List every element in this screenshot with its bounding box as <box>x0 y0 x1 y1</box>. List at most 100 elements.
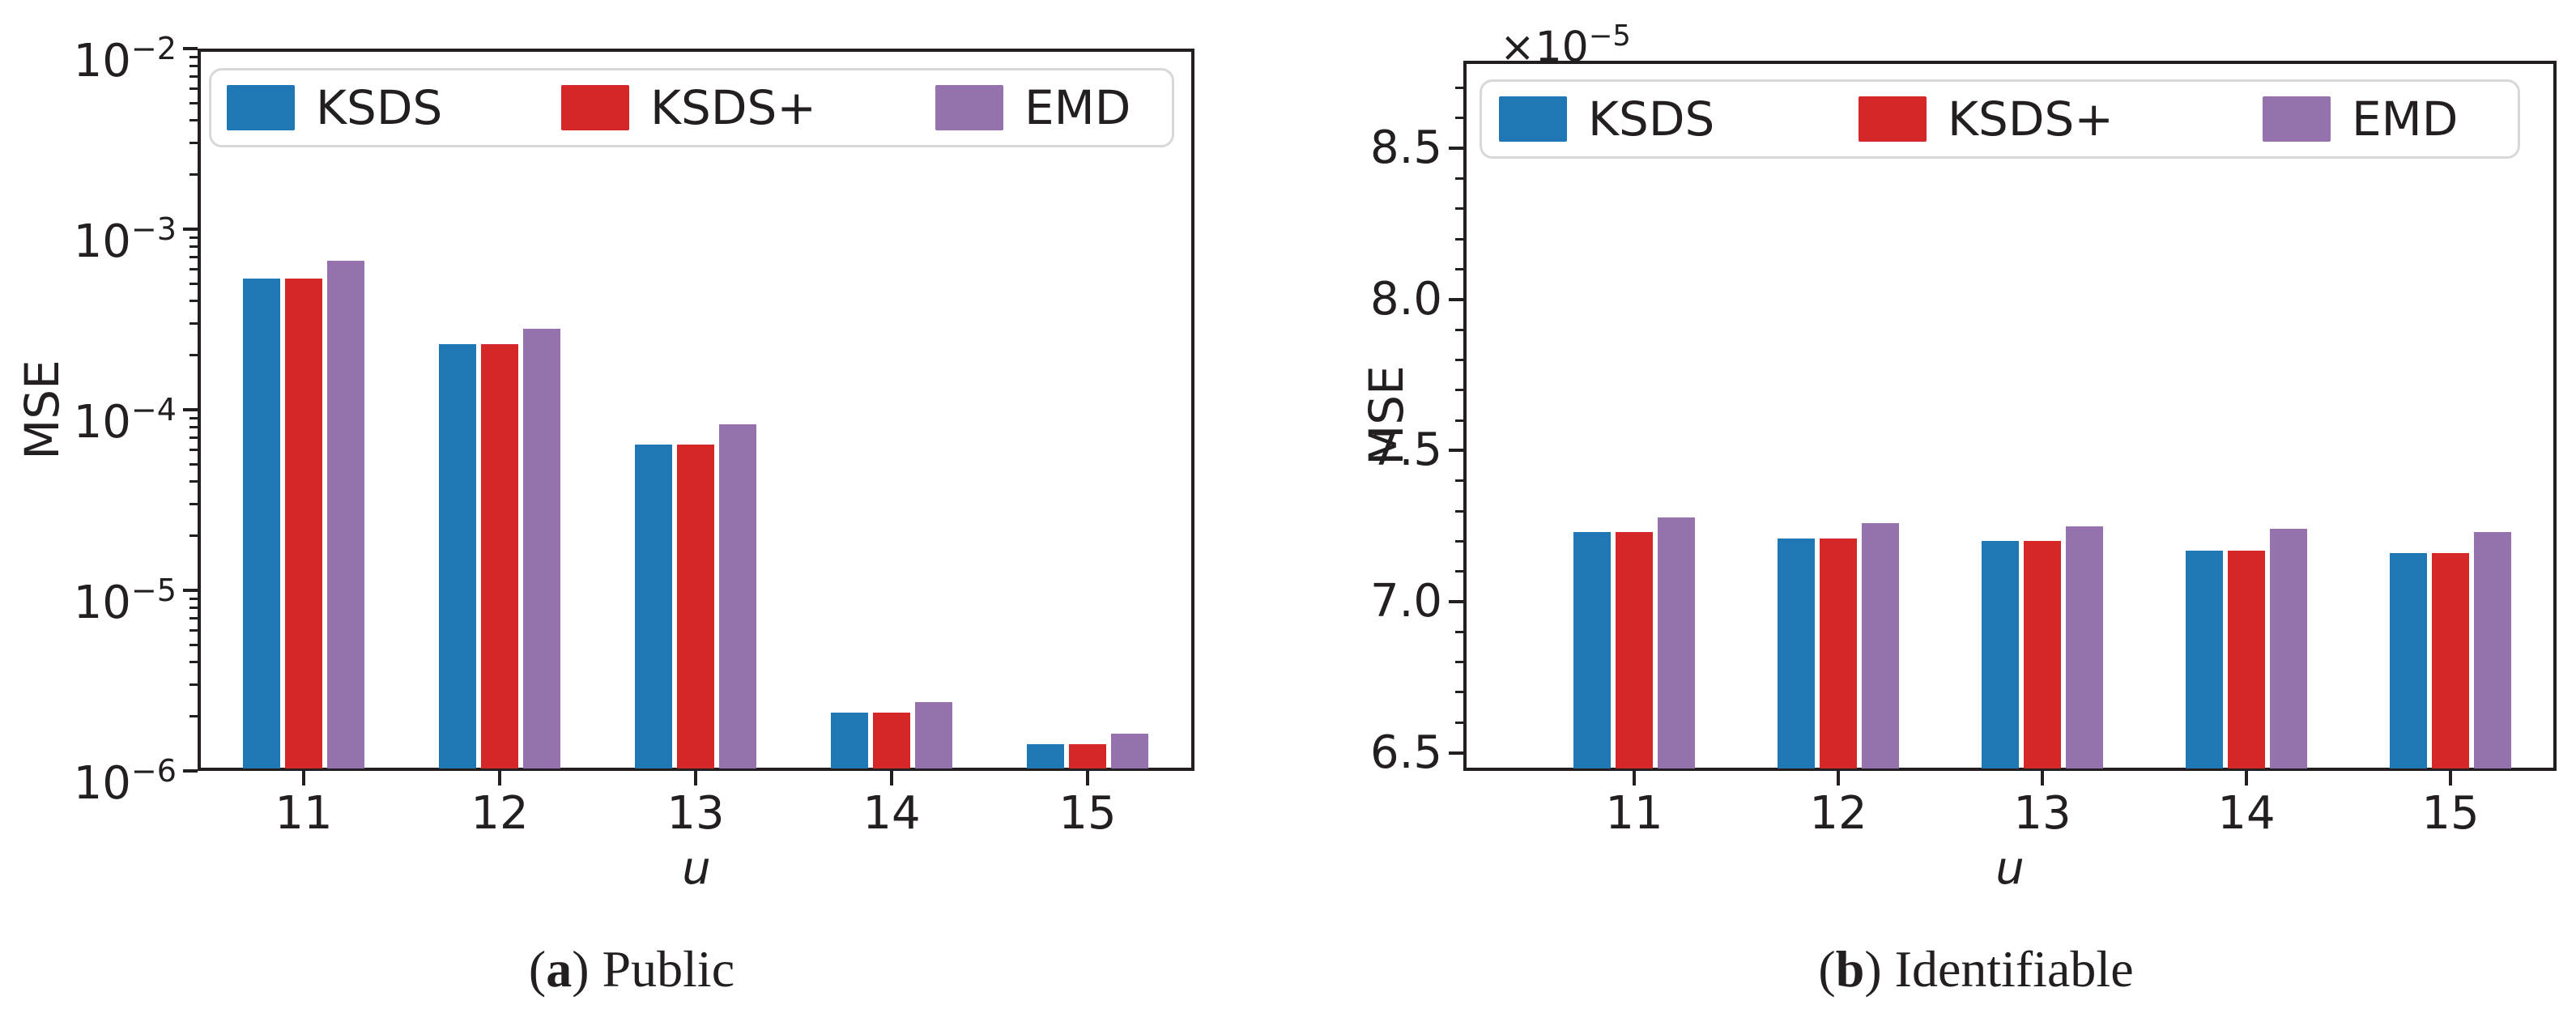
y-minor-tick <box>189 503 198 506</box>
legend-label: KSDS <box>1588 92 1715 147</box>
y-tick-label-base: 10 <box>73 34 131 87</box>
legend-swatch-icon <box>227 85 295 130</box>
y-minor-tick <box>1455 87 1463 90</box>
bar-emd-13 <box>719 424 756 768</box>
y-minor-tick <box>189 87 198 90</box>
bar-emd-15 <box>1111 734 1148 768</box>
caption-prefix: ( <box>1818 940 1836 998</box>
legend-entry-emd: EMD <box>935 84 1130 131</box>
bar-emd-12 <box>523 329 560 768</box>
y-tick-label: 10−2 <box>43 21 177 89</box>
legend-swatch-icon <box>1499 96 1567 142</box>
x-tick-label: 13 <box>666 787 725 840</box>
bar-ksds+-12 <box>1820 538 1857 768</box>
y-minor-tick <box>1455 479 1463 483</box>
y-minor-tick <box>189 643 198 646</box>
y-minor-tick <box>189 597 198 600</box>
y-minor-tick <box>189 426 198 429</box>
y-tick <box>1449 297 1463 301</box>
bar-emd-13 <box>2066 526 2103 768</box>
x-tick-label: 12 <box>1809 787 1867 840</box>
legend: KSDS KSDS+ EMD <box>1480 79 2520 159</box>
bar-ksds-13 <box>635 445 672 768</box>
bar-emd-15 <box>2474 532 2511 768</box>
y-tick-label: 10−5 <box>43 563 177 631</box>
bar-emd-12 <box>1862 522 1899 768</box>
legend-entry-emd: EMD <box>2263 96 2458 143</box>
y-axis-label: MSE <box>1359 365 1414 466</box>
y-tick-label-base: 10 <box>73 395 131 449</box>
x-tick-label: 11 <box>1605 787 1663 840</box>
y-tick-label-exponent: −5 <box>130 573 177 608</box>
y-minor-tick <box>189 245 198 249</box>
bar-ksds+-14 <box>873 713 910 768</box>
y-minor-tick <box>189 256 198 259</box>
y-minor-tick <box>1455 328 1463 331</box>
legend-swatch-icon <box>2263 96 2331 142</box>
x-tick <box>1837 771 1840 785</box>
legend-entry-ksds: KSDS <box>227 84 442 131</box>
caption-suffix: ) <box>1864 940 1895 998</box>
y-minor-tick <box>189 300 198 303</box>
y-tick-label-base: 10 <box>73 756 131 810</box>
y-minor-tick <box>1455 630 1463 633</box>
y-minor-tick <box>189 322 198 326</box>
x-tick-label: 12 <box>470 787 529 840</box>
y-minor-tick <box>189 683 198 687</box>
y-minor-tick <box>1455 117 1463 120</box>
y-minor-tick <box>189 462 198 466</box>
y-tick-label-exponent: −6 <box>130 753 177 789</box>
y-minor-tick <box>189 65 198 68</box>
caption-marker: b <box>1835 940 1865 998</box>
legend-entry-ksds: KSDS <box>1499 96 1714 143</box>
subfigure-caption: (a) Public <box>324 936 939 1003</box>
bar-ksds+-13 <box>677 445 714 768</box>
y-tick <box>1449 147 1463 151</box>
bar-emd-11 <box>327 260 364 768</box>
x-tick <box>1633 771 1636 785</box>
y-minor-tick <box>189 119 198 122</box>
bar-ksds-12 <box>439 344 476 768</box>
y-minor-tick <box>1455 358 1463 361</box>
bar-ksds-14 <box>2186 550 2223 768</box>
bar-ksds+-15 <box>2432 553 2469 768</box>
y-tick-label-base: 10 <box>73 215 131 268</box>
legend-entry-ksds+: KSDS+ <box>1859 96 2114 143</box>
legend-entry-ksds+: KSDS+ <box>561 84 816 131</box>
y-minor-tick <box>1455 721 1463 724</box>
y-minor-tick <box>1455 539 1463 543</box>
y-tick <box>183 589 198 592</box>
x-tick-label: 13 <box>2013 787 2071 840</box>
y-tick <box>183 769 198 773</box>
y-minor-tick <box>189 617 198 620</box>
legend-swatch-icon <box>1859 96 1927 142</box>
bar-ksds+-11 <box>1616 532 1653 768</box>
bar-ksds-15 <box>2390 553 2427 768</box>
y-tick-label: 10−3 <box>43 202 177 270</box>
y-tick-label-exponent: −2 <box>130 31 177 66</box>
y-minor-tick <box>189 628 198 632</box>
x-tick-label: 14 <box>862 787 921 840</box>
bar-ksds-14 <box>831 713 868 768</box>
x-tick-label: 14 <box>2217 787 2276 840</box>
y-tick-label: 7.5 <box>1309 423 1442 478</box>
offset-exponent: −5 <box>1588 19 1631 53</box>
y-minor-tick <box>1455 177 1463 181</box>
x-tick <box>2041 771 2044 785</box>
y-minor-tick <box>1455 509 1463 513</box>
caption-text: Public <box>602 940 735 998</box>
y-tick <box>183 408 198 411</box>
y-minor-tick <box>189 607 198 610</box>
bar-ksds+-12 <box>481 344 518 768</box>
y-minor-tick <box>189 416 198 419</box>
y-minor-tick <box>1455 661 1463 664</box>
y-tick-label-exponent: −3 <box>130 211 177 247</box>
y-tick-label: 10−4 <box>43 382 177 450</box>
y-minor-tick <box>1455 419 1463 422</box>
caption-suffix: ) <box>572 940 602 998</box>
y-minor-tick <box>189 142 198 145</box>
y-tick-label-base: 7.0 <box>1369 575 1442 628</box>
x-tick <box>498 771 501 785</box>
